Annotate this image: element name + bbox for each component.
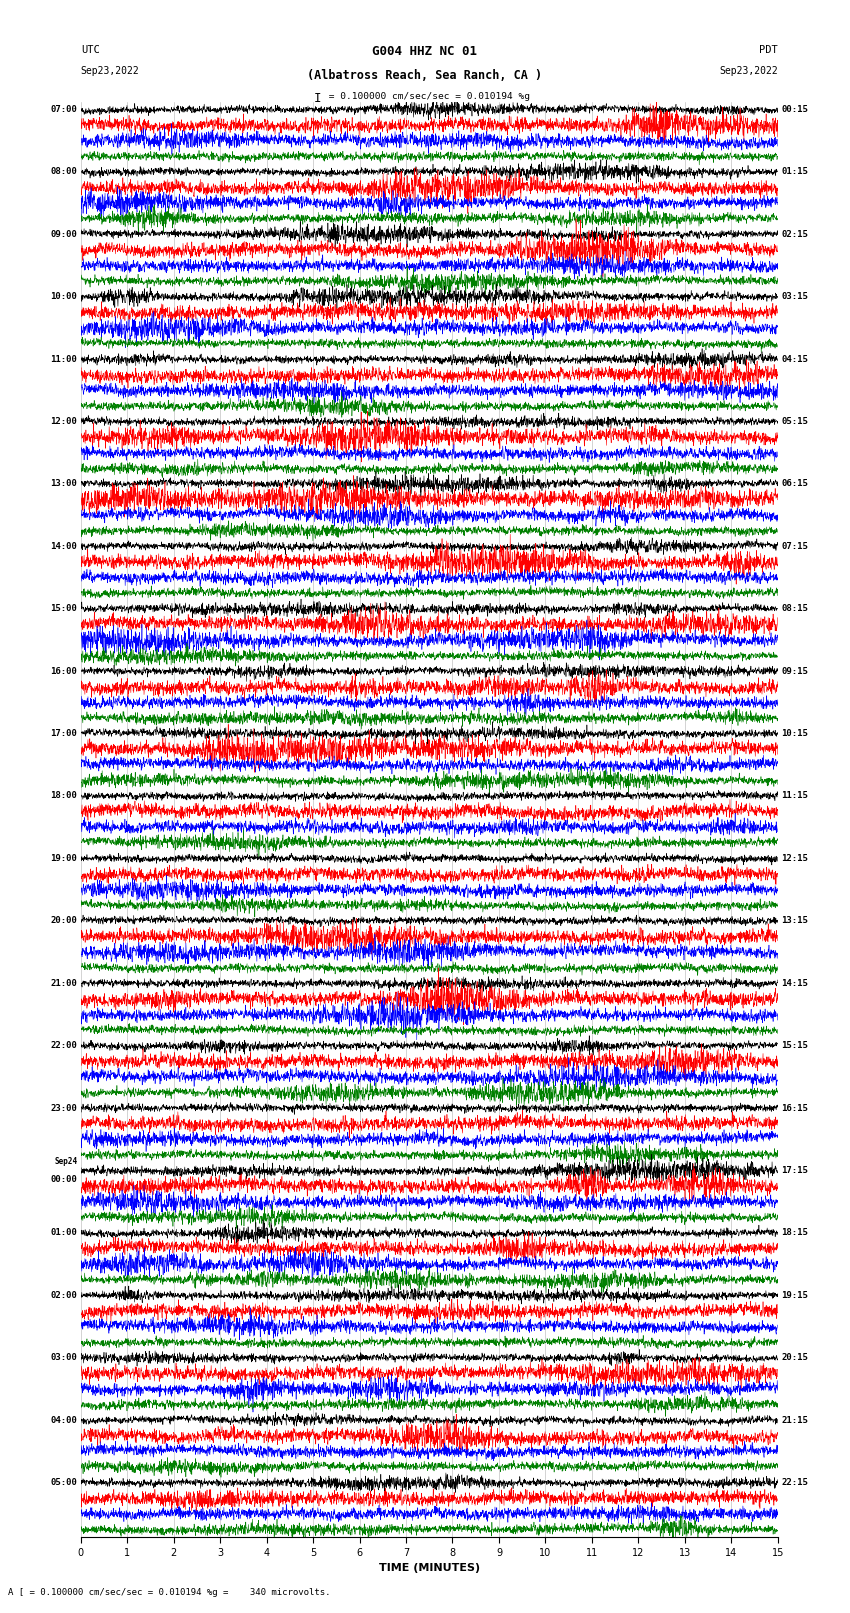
Text: 07:15: 07:15 — [781, 542, 808, 550]
Text: 00:15: 00:15 — [781, 105, 808, 115]
Text: 17:15: 17:15 — [781, 1166, 808, 1174]
X-axis label: TIME (MINUTES): TIME (MINUTES) — [379, 1563, 479, 1573]
Text: 13:15: 13:15 — [781, 916, 808, 926]
Text: 08:00: 08:00 — [50, 168, 77, 176]
Text: 03:15: 03:15 — [781, 292, 808, 302]
Text: 20:15: 20:15 — [781, 1353, 808, 1363]
Text: 22:15: 22:15 — [781, 1478, 808, 1487]
Text: 18:15: 18:15 — [781, 1229, 808, 1237]
Text: = 0.100000 cm/sec/sec = 0.010194 %g: = 0.100000 cm/sec/sec = 0.010194 %g — [323, 92, 530, 102]
Text: 12:15: 12:15 — [781, 853, 808, 863]
Text: 14:00: 14:00 — [50, 542, 77, 550]
Text: 15:00: 15:00 — [50, 605, 77, 613]
Text: 01:15: 01:15 — [781, 168, 808, 176]
Text: A [ = 0.100000 cm/sec/sec = 0.010194 %g =    340 microvolts.: A [ = 0.100000 cm/sec/sec = 0.010194 %g … — [8, 1587, 331, 1597]
Text: 11:00: 11:00 — [50, 355, 77, 363]
Text: 18:00: 18:00 — [50, 792, 77, 800]
Text: 06:15: 06:15 — [781, 479, 808, 489]
Text: 17:00: 17:00 — [50, 729, 77, 739]
Text: 20:00: 20:00 — [50, 916, 77, 926]
Text: 10:00: 10:00 — [50, 292, 77, 302]
Text: 03:00: 03:00 — [50, 1353, 77, 1363]
Text: I: I — [314, 92, 320, 105]
Text: 09:00: 09:00 — [50, 229, 77, 239]
Text: 04:00: 04:00 — [50, 1416, 77, 1424]
Text: 13:00: 13:00 — [50, 479, 77, 489]
Text: 15:15: 15:15 — [781, 1040, 808, 1050]
Text: Sep23,2022: Sep23,2022 — [81, 66, 139, 76]
Text: 02:15: 02:15 — [781, 229, 808, 239]
Text: 19:00: 19:00 — [50, 853, 77, 863]
Text: (Albatross Reach, Sea Ranch, CA ): (Albatross Reach, Sea Ranch, CA ) — [308, 69, 542, 82]
Text: 08:15: 08:15 — [781, 605, 808, 613]
Text: 23:00: 23:00 — [50, 1103, 77, 1113]
Text: 11:15: 11:15 — [781, 792, 808, 800]
Text: 10:15: 10:15 — [781, 729, 808, 739]
Text: 19:15: 19:15 — [781, 1290, 808, 1300]
Text: 14:15: 14:15 — [781, 979, 808, 987]
Text: G004 HHZ NC 01: G004 HHZ NC 01 — [372, 45, 478, 58]
Text: 04:15: 04:15 — [781, 355, 808, 363]
Text: 02:00: 02:00 — [50, 1290, 77, 1300]
Text: 09:15: 09:15 — [781, 666, 808, 676]
Text: 12:00: 12:00 — [50, 418, 77, 426]
Text: 16:00: 16:00 — [50, 666, 77, 676]
Text: 16:15: 16:15 — [781, 1103, 808, 1113]
Text: Sep24: Sep24 — [54, 1157, 77, 1166]
Text: 05:00: 05:00 — [50, 1478, 77, 1487]
Text: 07:00: 07:00 — [50, 105, 77, 115]
Text: UTC: UTC — [81, 45, 99, 55]
Text: 01:00: 01:00 — [50, 1229, 77, 1237]
Text: PDT: PDT — [759, 45, 778, 55]
Text: 21:00: 21:00 — [50, 979, 77, 987]
Text: 00:00: 00:00 — [50, 1176, 77, 1184]
Text: 05:15: 05:15 — [781, 418, 808, 426]
Text: 21:15: 21:15 — [781, 1416, 808, 1424]
Text: Sep23,2022: Sep23,2022 — [719, 66, 778, 76]
Text: 22:00: 22:00 — [50, 1040, 77, 1050]
